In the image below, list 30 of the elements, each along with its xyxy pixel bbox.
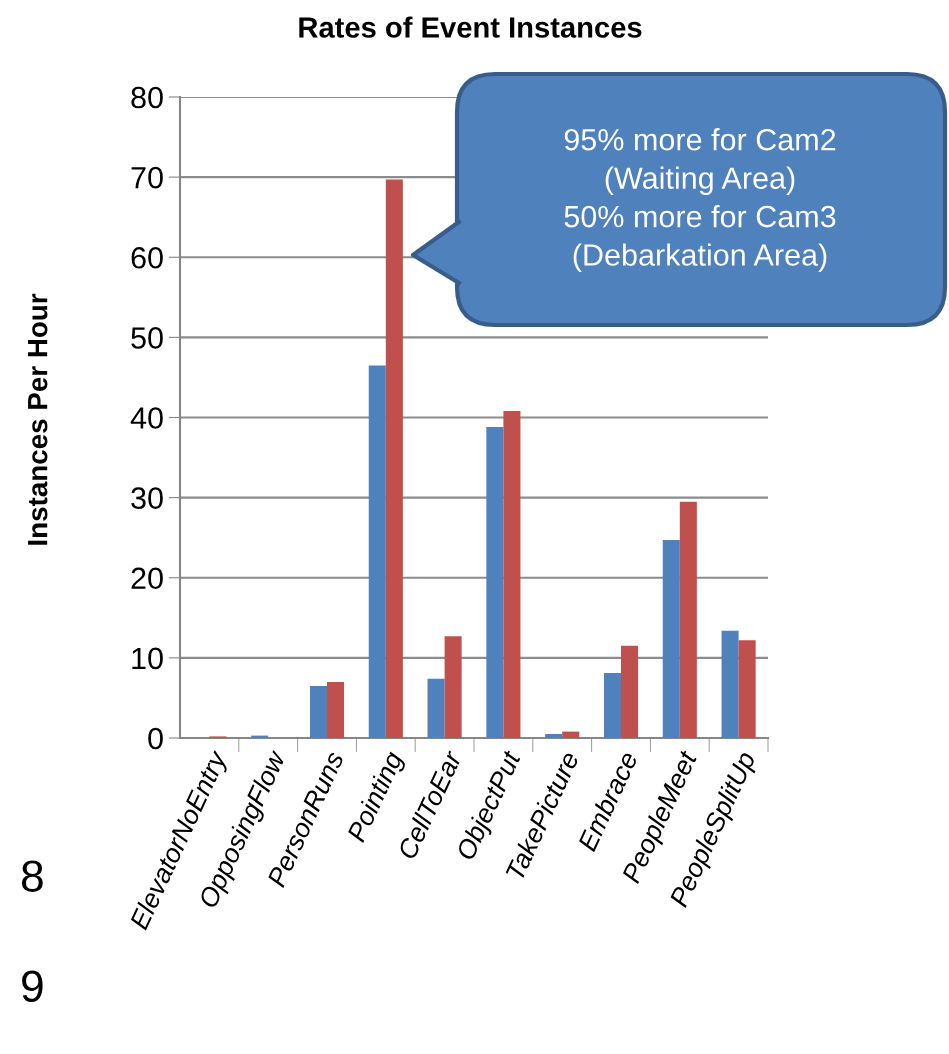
bar bbox=[603, 673, 621, 738]
bar bbox=[444, 636, 462, 738]
bar bbox=[385, 179, 403, 738]
bar bbox=[621, 645, 639, 738]
bar bbox=[545, 733, 563, 738]
text: 9 bbox=[22, 970, 43, 1002]
y-tick-label: 80 bbox=[131, 86, 163, 109]
bar bbox=[662, 540, 680, 738]
y-tick-label: 40 bbox=[130, 407, 163, 429]
bar bbox=[721, 630, 739, 738]
y-tick-label: 10 bbox=[132, 647, 163, 670]
bar bbox=[327, 681, 345, 738]
bar bbox=[427, 678, 445, 738]
text: 8 bbox=[21, 860, 43, 892]
y-tick-label: 0 bbox=[148, 727, 163, 750]
bar bbox=[368, 365, 386, 738]
y-axis-title: Instances Per Hour bbox=[28, 293, 48, 545]
bar bbox=[503, 411, 521, 738]
y-tick-label: 20 bbox=[131, 567, 163, 590]
bar bbox=[562, 731, 580, 738]
y-tick-label: 50 bbox=[131, 327, 163, 349]
bar bbox=[679, 501, 697, 738]
annotation: 95% more for Cam2 (Waiting Area) 50% more for Cam3 (Debarkation Area) bbox=[564, 128, 836, 272]
bar bbox=[738, 640, 756, 738]
y-tick-label: 60 bbox=[131, 246, 163, 269]
y-tick-label: 70 bbox=[131, 166, 163, 189]
y-tick-label: 30 bbox=[131, 487, 163, 509]
bar bbox=[309, 685, 327, 738]
bar bbox=[486, 427, 504, 738]
chart-title: Rates of Event Instances bbox=[299, 16, 642, 38]
